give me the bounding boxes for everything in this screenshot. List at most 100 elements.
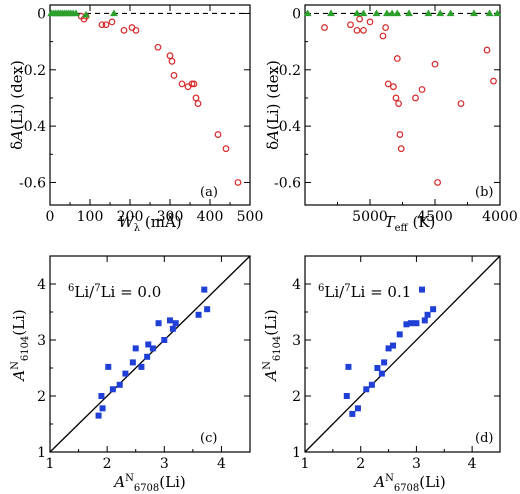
panel-c-point-square (172, 320, 179, 327)
panel-a-point-circle (214, 131, 222, 138)
panel-c-point-square (201, 286, 208, 293)
panel-b-point-triangle (446, 9, 455, 17)
panel-b-point-circle (431, 60, 439, 68)
panel-b-point-triangle (359, 9, 368, 17)
panel-c-point-square (195, 311, 202, 318)
panel-a-point-circle (132, 26, 140, 34)
panel-a-xtick-label: 0 (46, 209, 55, 225)
panel-d-point-square (368, 381, 375, 388)
panel-b-point-triangle (424, 9, 433, 17)
panel-d-point-square (403, 321, 410, 328)
panel-c: 1 2 3 4 1 2 3 4 (c) 6Li/7Li = 0.0 AN6104(Li) AN… (10, 255, 251, 494)
panel-a-point-circle (178, 80, 186, 88)
panel-d-point-square (407, 320, 414, 327)
panel-c-point-square (95, 412, 102, 419)
panel-d-point-square (378, 370, 385, 377)
panel-b-xtick-label: 4000 (482, 209, 518, 225)
panel-b-ytick-label: -0.4 (274, 119, 301, 135)
panel-d-ytick-label: 2 (292, 389, 301, 405)
panel-a-ytick-label: 0 (37, 6, 46, 22)
panel-b-xtick-label: 5000 (352, 209, 388, 225)
panel-b-point-circle (347, 21, 354, 29)
panel-b-xtick-label: 4500 (417, 209, 453, 225)
panel-c-point-square (98, 393, 105, 399)
panel-c-ytick-label: 2 (37, 389, 46, 405)
panel-b-point-circle (395, 100, 403, 107)
panel-c-point-square (129, 359, 136, 366)
panel-d-point-square (419, 286, 425, 293)
panel-d-point-square (349, 410, 356, 417)
panel-c-point-square (144, 353, 151, 360)
panel-c-point-square (116, 381, 123, 388)
panel-a-xtick-label: 200 (117, 209, 144, 225)
panel-a-xtick-label: 100 (77, 209, 104, 225)
panel-a-point-circle (98, 21, 106, 29)
panel-b-point-triangle (382, 9, 391, 17)
panel-d-point-square (363, 386, 370, 393)
panel-a-point-circle (120, 26, 128, 34)
panel-b-ylabel: δA(Li) (dex) (264, 60, 282, 150)
panel-b-point-circle (366, 18, 374, 26)
panel-b-point-circle (393, 55, 401, 62)
panel-c-annotation: 6Li/7Li = 0.0 (68, 283, 161, 301)
panel-c-point-square (105, 363, 112, 370)
panel-c-xlabel: AN6708(Li) (112, 473, 186, 494)
panel-d-point-square (421, 317, 428, 324)
panel-c-point-square (138, 363, 145, 370)
panel-b-point-circle (396, 131, 404, 138)
panel-a-point-circle (188, 80, 196, 88)
panel-a: 0 100 200 300 400 500 0 -0.2 -0.4 -0.6 (a) δA(Li)… (8, 4, 264, 234)
panel-c-ytick-label: 3 (37, 333, 46, 349)
panel-b-point-circle (457, 100, 465, 107)
panel-c-xtick-label: 4 (217, 456, 226, 472)
panel-d: 1 2 3 4 1 2 3 4 (d) 6Li/7Li = 0.1 AN6104(Li) AN… (262, 255, 501, 494)
panel-d-ylabel: AN6104(Li) (262, 309, 283, 383)
panel-a-point-circle (154, 43, 162, 51)
panel-a-point-circle (234, 179, 242, 186)
panel-b-ytick-label: -0.2 (274, 63, 301, 79)
panel-b-point-triangle (405, 9, 413, 17)
panel-b-ytick-label: -0.6 (274, 175, 301, 191)
panel-c-point-square (204, 306, 211, 313)
panel-c-xtick-label: 1 (46, 456, 55, 472)
panel-b-point-triangle (303, 9, 312, 17)
panel-c-plot-frame (49, 255, 251, 453)
panel-b-point-circle (356, 15, 364, 23)
panel-d-point-square (424, 311, 431, 318)
panel-d-xtick-label: 4 (468, 456, 477, 472)
panel-b-plot-frame (304, 4, 501, 206)
panel-b-point-circle (360, 26, 367, 34)
panel-b-point-circle (379, 32, 387, 40)
panel-c-xtick-label: 2 (103, 456, 112, 472)
panel-a-point-triangle (82, 10, 90, 18)
panel-a-ytick-label: -0.6 (19, 175, 46, 191)
panel-a-xtick-label: 500 (237, 209, 264, 225)
panel-b-point-circle (418, 86, 426, 93)
panel-b-point-triangle (353, 9, 361, 17)
panel-c-point-square (122, 370, 129, 377)
panel-d-point-square (396, 331, 403, 338)
panel-a-point-circle (168, 57, 176, 65)
panel-c-ytick-label: 4 (37, 277, 46, 293)
panel-a-label: (a) (200, 185, 218, 200)
panel-c-point-square (149, 345, 156, 352)
panel-b-point-circle (483, 46, 491, 54)
panel-c-point-square (132, 345, 139, 352)
panel-c-label: (c) (200, 431, 217, 446)
panel-d-label: (d) (475, 431, 493, 446)
panel-d-xtick-label: 3 (412, 456, 421, 472)
panel-d-point-square (374, 365, 381, 371)
panel-b-point-circle (490, 77, 497, 85)
panel-a-point-circle (170, 72, 178, 79)
panel-a-point-triangle (110, 9, 118, 17)
panel-b-point-circle (353, 26, 361, 34)
panel-d-xtick-label: 1 (301, 456, 310, 472)
panel-b-point-circle (384, 80, 392, 88)
panel-b-label: (b) (475, 185, 493, 200)
panel-d-point-square (343, 393, 350, 399)
panel-b-xlabel: Teff (K) (385, 213, 436, 234)
panel-a-point-circle (192, 94, 200, 102)
panel-a-xtick-label: 400 (197, 209, 224, 225)
panel-d-point-square (381, 359, 388, 366)
panel-b-point-triangle (393, 9, 402, 17)
